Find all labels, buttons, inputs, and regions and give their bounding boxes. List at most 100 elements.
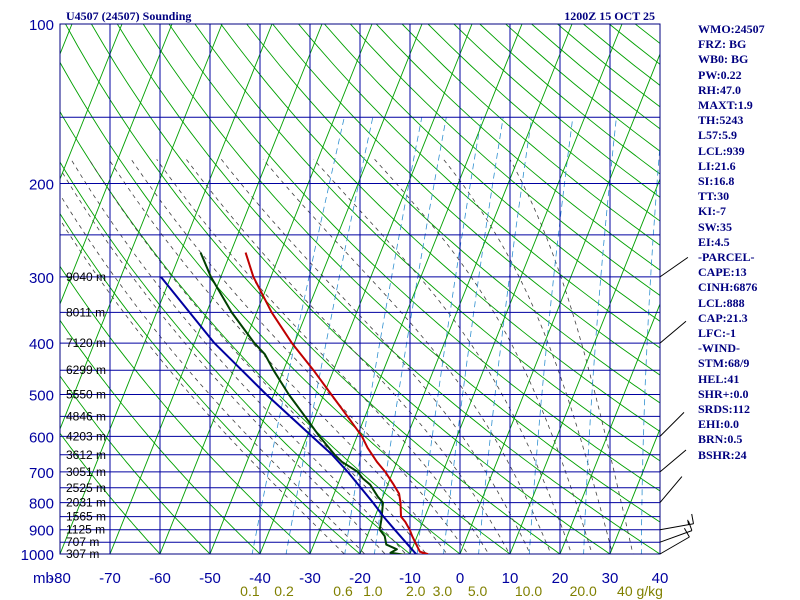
height-label: 307 m bbox=[66, 547, 99, 561]
dry-adiabat-line bbox=[60, 319, 261, 554]
wind-barb-staff bbox=[659, 530, 693, 543]
wind-barb bbox=[659, 513, 694, 531]
isotherm-line bbox=[509, 177, 660, 554]
moist-adiabat-line bbox=[443, 159, 614, 554]
dry-adiabat-line bbox=[60, 375, 211, 554]
stability-index: TH:5243 bbox=[698, 113, 744, 128]
isotherm-line bbox=[60, 24, 123, 181]
wind-barb bbox=[659, 528, 690, 555]
mixing-ratio-label: 10.0 bbox=[515, 583, 542, 599]
temperature-tick-label: -10 bbox=[399, 570, 421, 587]
height-label: 7120 m bbox=[66, 336, 106, 350]
temperature-tick-label: -20 bbox=[349, 570, 371, 587]
wind-barb bbox=[659, 476, 683, 503]
temperature-tick-label: -30 bbox=[299, 570, 321, 587]
dry-adiabat-line bbox=[60, 265, 311, 554]
pressure-tick-label: 300 bbox=[29, 270, 54, 287]
isotherm-line bbox=[159, 24, 373, 554]
moist-adiabat-lines bbox=[60, 159, 634, 554]
mixing-ratio-label: 0.2 bbox=[274, 583, 294, 599]
stability-index: L57:5.9 bbox=[698, 128, 737, 143]
temperature-tick-label: -40 bbox=[249, 570, 271, 587]
dry-adiabat-line bbox=[91, 24, 611, 554]
moist-adiabat-line bbox=[185, 159, 510, 554]
dry-adiabat-line bbox=[401, 24, 660, 246]
isotherm-line bbox=[309, 24, 523, 554]
temperature-tick-label: -50 bbox=[199, 570, 221, 587]
height-label: 2031 m bbox=[66, 496, 106, 510]
height-label: 8011 m bbox=[66, 305, 105, 319]
height-label: 5550 m bbox=[66, 388, 106, 402]
wind-barb-staff bbox=[659, 476, 683, 503]
stability-index: TT:30 bbox=[698, 189, 730, 204]
isotherm-line bbox=[60, 24, 223, 431]
wind-barb-staff bbox=[659, 449, 687, 473]
height-label: 9040 m bbox=[66, 270, 106, 284]
stability-index: LI:21.6 bbox=[698, 158, 736, 173]
isotherm-line bbox=[60, 24, 173, 306]
isotherm-line bbox=[559, 302, 660, 554]
stability-index: SI:16.8 bbox=[698, 174, 735, 189]
stability-index: MAXT:1.9 bbox=[698, 98, 753, 113]
moist-adiabat-line bbox=[313, 159, 573, 554]
dry-adiabat-line bbox=[142, 24, 660, 523]
temperature-tick-label: 10 bbox=[502, 570, 519, 587]
temperature-tick-labels: -80 -70 -60 -50 -40 -30 -20 -10 0 10 20 30 40 bbox=[49, 570, 668, 587]
dry-adiabat-line bbox=[220, 24, 660, 433]
stability-index: STM:68/9 bbox=[698, 356, 750, 371]
stability-index: PW:0.22 bbox=[698, 67, 742, 82]
wind-barb-staff bbox=[659, 256, 689, 278]
isotherm-line bbox=[60, 24, 273, 554]
plot-border bbox=[59, 23, 661, 555]
stability-index: WMO:24507 bbox=[698, 22, 765, 36]
mixing-ratio-label: 0.6 bbox=[333, 583, 353, 599]
mixing-ratio-label: 3.0 bbox=[433, 583, 453, 599]
dry-adiabat-line bbox=[298, 24, 660, 349]
height-label: 3051 m bbox=[66, 465, 106, 479]
temperature-tick-label: 0 bbox=[456, 570, 464, 587]
wind-barb-staff bbox=[659, 412, 685, 437]
stability-index: LCL:888 bbox=[698, 295, 745, 310]
wind-barb bbox=[659, 521, 693, 543]
stability-indices-panel: WMO:24507 FRZ: BG WB0: BG PW:0.22 RH:47.0 MAX… bbox=[698, 22, 798, 463]
temperature-tick-label: -70 bbox=[99, 570, 121, 587]
mixing-ratio-label: 1.0 bbox=[363, 583, 383, 599]
height-label: 4203 m bbox=[66, 429, 106, 443]
stability-index: BSHR:24 bbox=[698, 447, 747, 462]
dry-adiabat-line bbox=[60, 212, 361, 554]
isotherm-line bbox=[609, 427, 660, 554]
height-label: 3612 m bbox=[66, 448, 106, 462]
dry-adiabat-line bbox=[375, 24, 660, 271]
dry-adiabat-line bbox=[349, 24, 660, 296]
temperature-tick-label: 40 bbox=[652, 570, 669, 587]
stability-index: SW:35 bbox=[698, 219, 733, 234]
sounding-time: 1200Z 15 OCT 25 bbox=[564, 9, 655, 23]
wind-barb bbox=[659, 449, 687, 473]
mixing-ratio-label: 2.0 bbox=[406, 583, 426, 599]
dry-adiabat-line bbox=[60, 161, 411, 554]
wind-barb bbox=[659, 320, 687, 344]
temperature-tick-label: 20 bbox=[552, 570, 569, 587]
height-labels: 9040 m 8011 m 7120 m 6299 m 5550 m 4846 m 4203… bbox=[66, 270, 106, 561]
moist-adiabat-line bbox=[130, 159, 469, 554]
stability-index: EHI:0.0 bbox=[698, 417, 740, 432]
dry-adiabat-line bbox=[272, 24, 660, 376]
mixing-ratio-label: 20.0 bbox=[570, 583, 597, 599]
isotherm-line bbox=[0, 24, 22, 554]
mixing-ratio-label: 5.0 bbox=[468, 583, 488, 599]
temperature-tick-label: 30 bbox=[602, 570, 619, 587]
stability-index: FRZ: BG bbox=[698, 37, 747, 52]
station-title: U4507 (24507) Sounding bbox=[66, 9, 191, 23]
temperature-profile-line bbox=[244, 252, 429, 554]
mixing-ratio-labels: 0.1 0.2 0.6 1.0 2.0 3.0 5.0 10.0 20.0 40 g/kg bbox=[240, 583, 663, 599]
sounding-profiles bbox=[160, 252, 429, 554]
height-label: 707 m bbox=[66, 535, 99, 549]
stability-index: CAP:21.3 bbox=[698, 310, 748, 325]
dry-adiabat-line bbox=[324, 24, 660, 322]
isotherm-lines bbox=[0, 24, 660, 554]
temperature-tick-label: -80 bbox=[49, 570, 71, 587]
temperature-tick-label: -60 bbox=[149, 570, 171, 587]
height-label: 1565 m bbox=[66, 510, 106, 524]
stability-index: KI:-7 bbox=[698, 204, 726, 219]
